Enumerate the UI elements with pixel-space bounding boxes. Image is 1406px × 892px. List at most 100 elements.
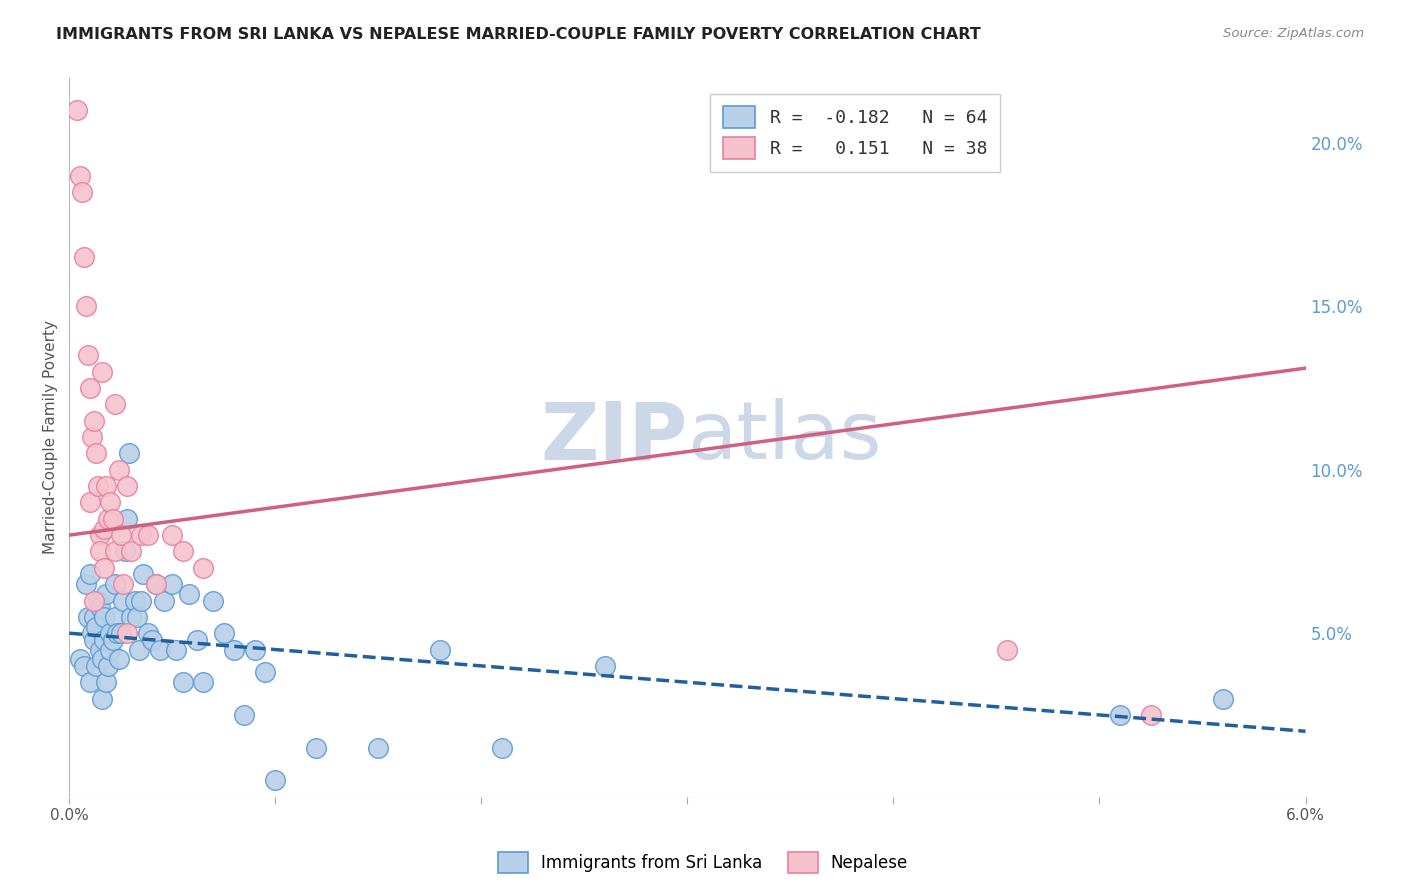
Point: [91, 365, 114, 379]
Point: [103, 577, 125, 591]
Point: [100, 626, 122, 640]
Point: [115, 479, 138, 493]
Point: [75, 299, 97, 313]
Point: [70, 185, 93, 199]
Point: [87, 479, 110, 493]
Point: [110, 528, 132, 542]
Point: [162, 577, 184, 591]
Point: [91, 652, 114, 666]
Point: [111, 577, 134, 591]
Point: [212, 626, 235, 640]
Point: [89, 528, 111, 542]
Point: [131, 593, 153, 607]
Text: Source: ZipAtlas.com: Source: ZipAtlas.com: [1223, 27, 1364, 40]
Point: [84, 446, 107, 460]
Point: [131, 528, 153, 542]
Point: [69, 652, 91, 666]
Point: [124, 593, 146, 607]
Text: atlas: atlas: [688, 398, 882, 476]
Point: [127, 610, 149, 624]
Point: [79, 495, 101, 509]
Point: [110, 626, 132, 640]
Point: [75, 577, 97, 591]
Point: [103, 610, 125, 624]
Point: [120, 544, 142, 558]
Point: [83, 593, 105, 607]
Point: [491, 740, 513, 755]
Point: [233, 708, 256, 723]
Point: [107, 463, 129, 477]
Point: [83, 414, 105, 428]
Point: [93, 561, 115, 575]
Point: [93, 610, 115, 624]
Point: [115, 626, 138, 640]
Point: [69, 169, 91, 183]
Text: IMMIGRANTS FROM SRI LANKA VS NEPALESE MARRIED-COUPLE FAMILY POVERTY CORRELATION : IMMIGRANTS FROM SRI LANKA VS NEPALESE MA…: [56, 27, 981, 42]
Point: [149, 642, 172, 657]
Point: [96, 675, 118, 690]
Y-axis label: Married-Couple Family Poverty: Married-Couple Family Poverty: [44, 320, 58, 554]
Point: [105, 626, 128, 640]
Point: [89, 600, 111, 615]
Point: [202, 593, 225, 607]
Point: [995, 642, 1018, 657]
Point: [89, 544, 111, 558]
Point: [96, 479, 118, 493]
Point: [66, 103, 89, 117]
Point: [145, 577, 167, 591]
Legend: Immigrants from Sri Lanka, Nepalese: Immigrants from Sri Lanka, Nepalese: [491, 846, 915, 880]
Point: [162, 528, 184, 542]
Point: [1212, 691, 1234, 706]
Point: [177, 587, 200, 601]
Point: [1140, 708, 1163, 723]
Point: [114, 544, 136, 558]
Point: [165, 642, 187, 657]
Point: [115, 512, 138, 526]
Point: [97, 659, 120, 673]
Point: [145, 577, 167, 591]
Point: [186, 632, 208, 647]
Point: [153, 593, 176, 607]
Point: [132, 567, 155, 582]
Point: [593, 659, 616, 673]
Point: [191, 675, 214, 690]
Point: [80, 430, 103, 444]
Point: [367, 740, 389, 755]
Point: [191, 561, 214, 575]
Point: [101, 512, 124, 526]
Point: [305, 740, 328, 755]
Point: [79, 675, 101, 690]
Point: [83, 610, 105, 624]
Point: [172, 544, 194, 558]
Point: [79, 381, 101, 395]
Point: [111, 593, 134, 607]
Point: [253, 665, 276, 680]
Point: [100, 642, 122, 657]
Point: [243, 642, 266, 657]
Point: [118, 446, 141, 460]
Point: [1109, 708, 1132, 723]
Point: [120, 610, 142, 624]
Point: [172, 675, 194, 690]
Point: [264, 773, 287, 788]
Point: [128, 642, 150, 657]
Point: [93, 632, 115, 647]
Point: [72, 659, 94, 673]
Point: [87, 593, 110, 607]
Text: ZIP: ZIP: [540, 398, 688, 476]
Point: [103, 544, 125, 558]
Point: [136, 528, 159, 542]
Point: [76, 610, 98, 624]
Point: [100, 495, 122, 509]
Point: [141, 632, 163, 647]
Point: [84, 659, 107, 673]
Point: [80, 626, 103, 640]
Point: [101, 632, 124, 647]
Point: [91, 691, 114, 706]
Point: [429, 642, 451, 657]
Point: [79, 567, 101, 582]
Point: [136, 626, 159, 640]
Point: [83, 632, 105, 647]
Legend: R =  -0.182   N = 64, R =   0.151   N = 38: R = -0.182 N = 64, R = 0.151 N = 38: [710, 94, 1000, 172]
Point: [103, 397, 125, 411]
